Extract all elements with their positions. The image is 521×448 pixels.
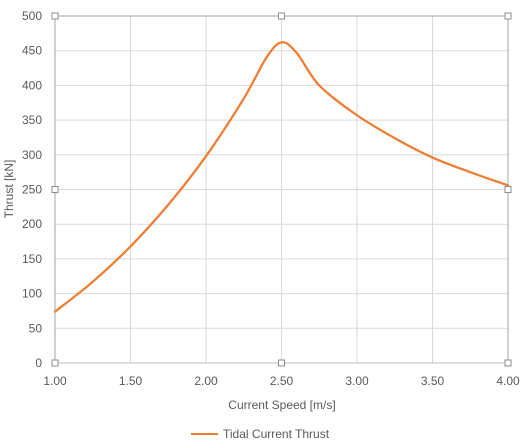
- resize-handle[interactable]: [51, 12, 59, 20]
- y-tick-label: 100: [22, 287, 42, 301]
- resize-handle[interactable]: [504, 12, 512, 20]
- y-tick-label: 500: [22, 9, 42, 23]
- y-tick-label: 300: [22, 148, 42, 162]
- x-tick-label: 4.00: [496, 374, 520, 388]
- y-tick-label: 0: [35, 356, 42, 370]
- resize-handle[interactable]: [278, 12, 285, 20]
- y-tick-label: 50: [29, 321, 43, 335]
- y-tick-label: 400: [22, 78, 42, 92]
- x-axis-title: Current Speed [m/s]: [228, 398, 335, 412]
- x-axis-ticks: 1.00 1.50 2.00 2.50 3.00 3.50 4.00: [43, 374, 520, 388]
- resize-handle[interactable]: [51, 359, 59, 367]
- resize-handle[interactable]: [278, 359, 285, 367]
- legend: Tidal Current Thrust: [191, 427, 330, 441]
- x-tick-label: 1.00: [43, 374, 67, 388]
- y-tick-label: 450: [22, 44, 42, 58]
- legend-label: Tidal Current Thrust: [223, 427, 330, 441]
- x-tick-label: 3.00: [345, 374, 369, 388]
- selection-handles: [51, 12, 512, 367]
- x-tick-label: 3.50: [421, 374, 445, 388]
- x-tick-label: 1.50: [119, 374, 143, 388]
- x-tick-label: 2.50: [270, 374, 294, 388]
- y-tick-label: 250: [22, 183, 42, 197]
- y-tick-label: 350: [22, 113, 42, 127]
- y-axis-title: Thrust [kN]: [2, 160, 16, 219]
- resize-handle[interactable]: [504, 359, 512, 367]
- y-tick-label: 150: [22, 252, 42, 266]
- resize-handle[interactable]: [51, 186, 59, 193]
- x-tick-label: 2.00: [194, 374, 218, 388]
- resize-handle[interactable]: [504, 186, 512, 193]
- gridlines: [55, 15, 508, 363]
- y-tick-label: 200: [22, 217, 42, 231]
- y-axis-ticks: 0 50 100 150 200 250 300 350 400 450 500: [22, 9, 42, 370]
- series-line-0: [53, 41, 510, 313]
- series-layer: [53, 41, 510, 313]
